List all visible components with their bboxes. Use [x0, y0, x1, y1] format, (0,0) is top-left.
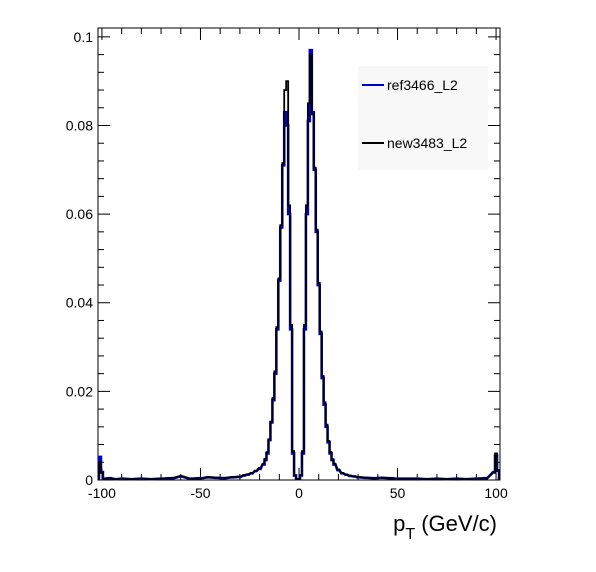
legend-label-ref3466-l2: ref3466_L2 — [387, 77, 458, 93]
y-tick-label: 0.06 — [66, 206, 93, 222]
series-line-new3483-l2 — [98, 53, 500, 481]
legend-label-new3483-l2: new3483_L2 — [387, 135, 467, 151]
series-lines — [97, 48, 501, 481]
x-axis-title-main: p — [393, 511, 405, 536]
y-axis: 0 0.02 0.04 0.06 0.08 0.1 — [66, 29, 500, 488]
legend-box — [358, 66, 488, 170]
x-tick-label: -100 — [88, 485, 116, 501]
x-tick-label: 0 — [295, 485, 303, 501]
x-tick-label: 50 — [390, 485, 406, 501]
x-axis: -100 -50 0 50 100 — [88, 28, 508, 501]
y-tick-label: 0 — [85, 472, 93, 488]
x-tick-label: 100 — [484, 485, 508, 501]
y-tick-label: 0.04 — [66, 295, 93, 311]
y-tick-label: 0.1 — [74, 29, 94, 45]
x-axis-title-subscript: T — [405, 526, 415, 543]
x-tick-label: -50 — [190, 485, 210, 501]
y-tick-label: 0.02 — [66, 383, 93, 399]
y-tick-label: 0.08 — [66, 117, 93, 133]
x-axis-title-unit: (GeV/c) — [415, 511, 497, 536]
legend: ref3466_L2 new3483_L2 — [358, 66, 488, 170]
x-axis-title: pT (GeV/c) — [393, 511, 497, 543]
